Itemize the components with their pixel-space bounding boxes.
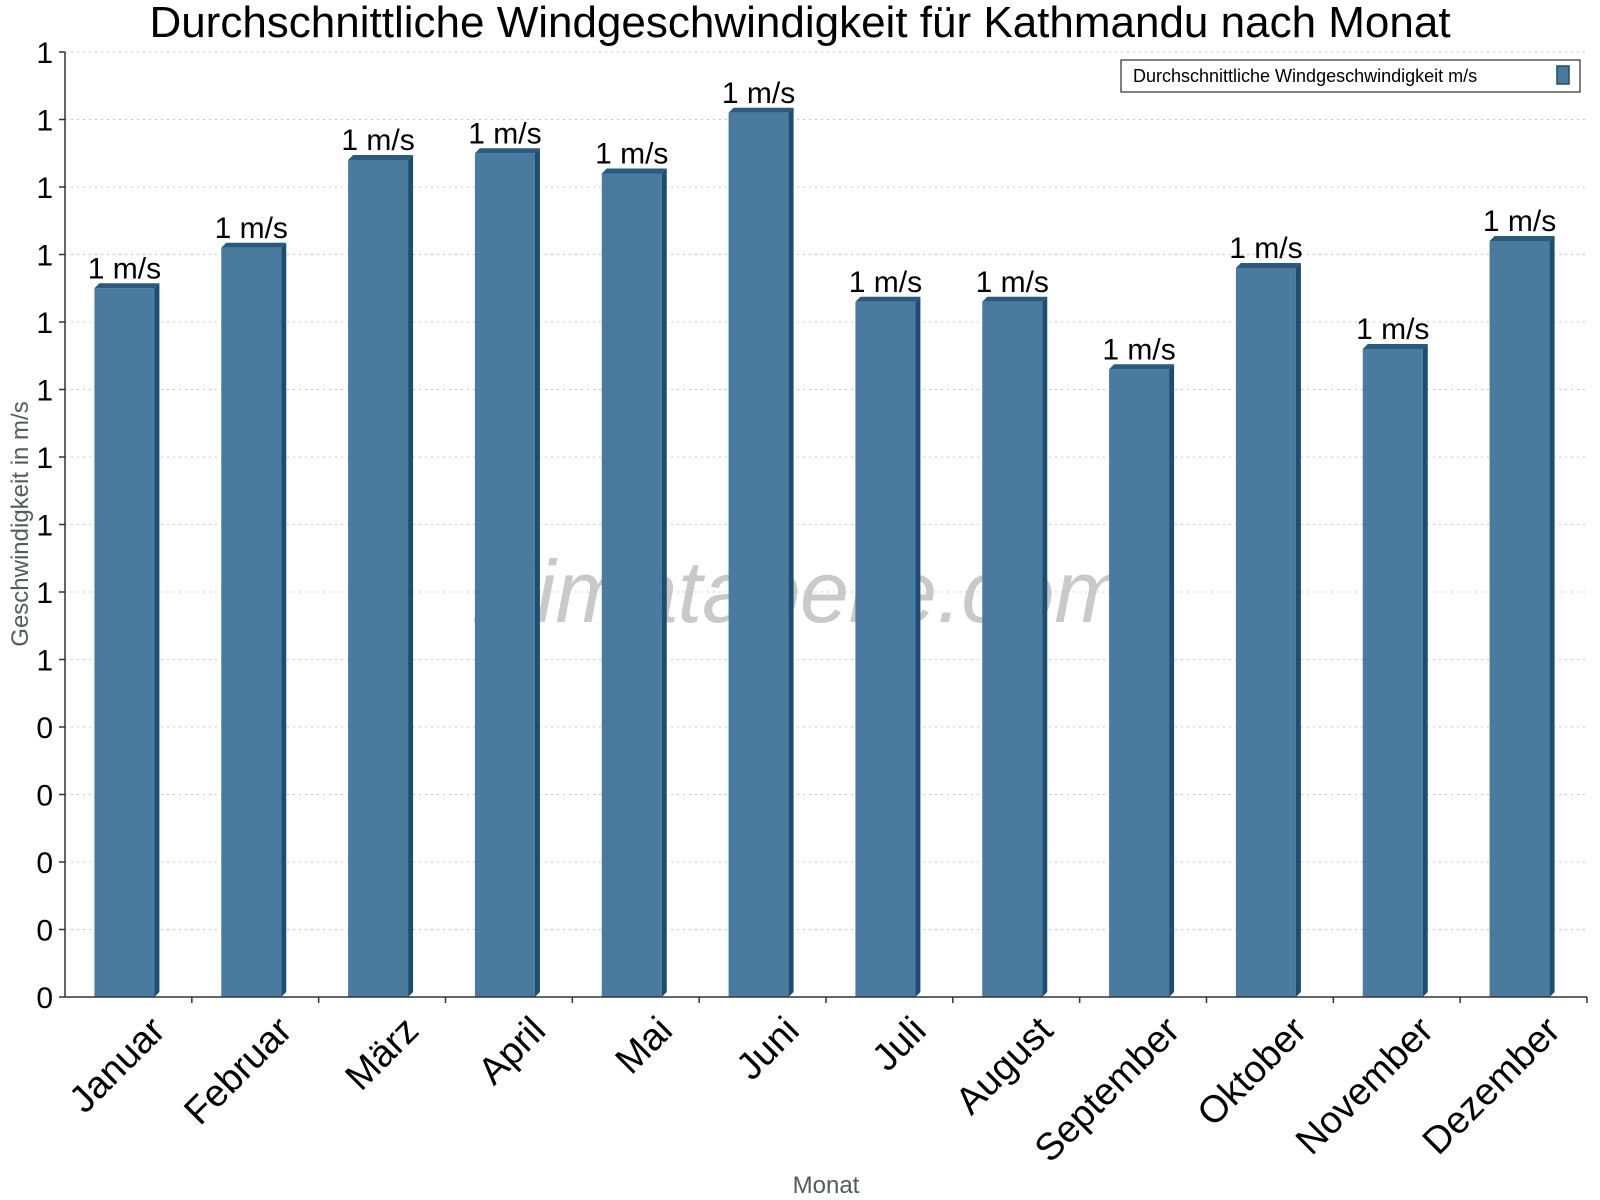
x-tick-label: März	[338, 1009, 427, 1098]
data-label: 1 m/s	[341, 124, 414, 157]
bar-mai	[601, 168, 667, 997]
bar-top	[1362, 344, 1428, 349]
y-tick-label: 1	[36, 442, 53, 475]
bar-front	[1235, 268, 1296, 997]
bar-top	[728, 107, 794, 113]
data-label: 1 m/s	[1483, 205, 1556, 238]
bar-front	[982, 301, 1043, 997]
data-labels: 1 m/s 1 m/s 1 m/s 1 m/s 1 m/s 1 m/s 1 m/s 1 m/s…	[88, 77, 1557, 367]
bar-front	[728, 112, 789, 997]
bar-side	[788, 107, 794, 997]
legend-label: Durchschnittliche Windgeschwindigkeit m/…	[1133, 66, 1477, 86]
y-tick-label: 1	[36, 105, 53, 138]
bar-top	[1235, 263, 1301, 268]
y-tick-label: 1	[36, 577, 53, 610]
bar-april	[474, 148, 540, 997]
data-label: 1 m/s	[1102, 333, 1175, 366]
bar-juni	[728, 107, 794, 997]
y-axis-ticks: 0 0 0 0 0 1 1 1 1 1 1 1 1 1 1	[36, 37, 65, 1015]
y-tick-label: 1	[36, 172, 53, 205]
data-label: 1 m/s	[468, 117, 541, 150]
bar-side	[661, 168, 667, 997]
y-tick-label: 0	[36, 982, 53, 1015]
data-label: 1 m/s	[1356, 313, 1429, 346]
bar-side	[1549, 236, 1555, 997]
x-axis-title: Monat	[793, 1172, 860, 1199]
bar-front	[1489, 241, 1550, 997]
bars	[94, 107, 1555, 997]
x-tick-label: Oktober	[1190, 1009, 1316, 1135]
y-tick-label: 0	[36, 712, 53, 745]
bar-front	[1362, 349, 1423, 997]
bar-november	[1362, 344, 1428, 997]
bar-januar	[94, 283, 160, 997]
legend-swatch	[1556, 65, 1570, 85]
chart-title: Durchschnittliche Windgeschwindigkeit fü…	[149, 0, 1450, 47]
bar-top	[348, 155, 414, 160]
bar-top	[601, 168, 667, 174]
bar-side	[1422, 344, 1428, 997]
x-tick-label: Januar	[62, 1009, 174, 1121]
bar-oktober	[1235, 263, 1301, 997]
bar-september	[1109, 364, 1175, 997]
x-tick-label: Juni	[729, 1009, 808, 1088]
legend-box	[1120, 59, 1581, 93]
data-label: 1 m/s	[215, 212, 288, 245]
bar-front	[1109, 369, 1170, 997]
bar-juli	[855, 296, 921, 997]
bar-top	[855, 296, 921, 302]
y-tick-label: 0	[36, 847, 53, 880]
data-label: 1 m/s	[849, 266, 922, 299]
data-label: 1 m/s	[976, 266, 1049, 299]
bar-side	[534, 148, 540, 997]
data-label: 1 m/s	[1229, 232, 1302, 265]
y-tick-label: 1	[36, 37, 53, 70]
x-tick-label: November	[1288, 1009, 1442, 1163]
grid-lines	[65, 51, 1587, 930]
legend: Durchschnittliche Windgeschwindigkeit m/…	[1120, 59, 1581, 93]
data-label: 1 m/s	[595, 138, 668, 171]
y-tick-label: 1	[36, 307, 53, 340]
y-tick-label: 0	[36, 915, 53, 948]
bar-front	[474, 153, 535, 997]
y-axis-title: Geschwindigkeit in m/s	[7, 401, 34, 646]
y-tick-label: 1	[36, 510, 53, 543]
data-label: 1 m/s	[88, 252, 161, 285]
bar-top	[474, 148, 540, 154]
bar-top	[94, 283, 160, 289]
bar-front	[221, 247, 282, 997]
bar-top	[982, 296, 1048, 302]
x-tick-label: April	[470, 1009, 553, 1092]
y-tick-label: 0	[36, 780, 53, 813]
bar-top	[221, 242, 287, 248]
bar-märz	[348, 155, 414, 997]
bar-front	[348, 160, 409, 997]
bar-side	[1042, 296, 1048, 997]
x-tick-label: Dezember	[1415, 1009, 1569, 1163]
x-axis-ticks: Januar Februar März April Mai Juni Juli AugustS…	[62, 997, 1588, 1170]
bar-front	[601, 173, 662, 997]
bar-side	[281, 242, 287, 997]
bar-top	[1109, 364, 1175, 370]
x-tick-label: Mai	[608, 1009, 681, 1082]
bar-februar	[221, 242, 287, 997]
bar-top	[1489, 236, 1555, 241]
bar-side	[154, 283, 160, 997]
bar-dezember	[1489, 236, 1555, 997]
x-tick-label: Februar	[176, 1009, 300, 1133]
bar-front	[94, 288, 155, 997]
bar-side	[915, 296, 921, 997]
y-tick-label: 1	[36, 240, 53, 273]
y-tick-label: 1	[36, 375, 53, 408]
bar-side	[1169, 364, 1175, 997]
bar-side	[1295, 263, 1301, 997]
data-label: 1 m/s	[722, 77, 795, 110]
bar-august	[982, 296, 1048, 997]
x-tick-label: August	[948, 1009, 1062, 1123]
bar-side	[408, 155, 414, 997]
y-tick-label: 1	[36, 645, 53, 678]
x-tick-label: Juli	[864, 1009, 934, 1079]
bar-front	[855, 301, 916, 997]
